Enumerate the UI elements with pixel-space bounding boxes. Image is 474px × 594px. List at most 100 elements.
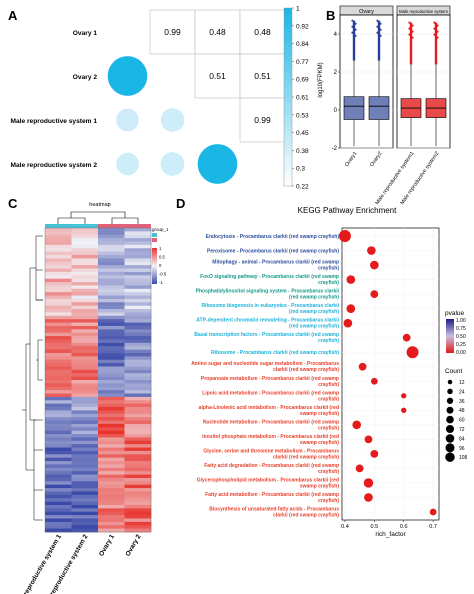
heat-cell <box>124 363 152 367</box>
count-legend-dot <box>445 424 455 434</box>
heat-cell <box>71 278 99 283</box>
heat-cell <box>98 251 125 256</box>
kegg-bubble <box>402 333 411 342</box>
outlier-point <box>411 36 414 39</box>
heat-cell <box>45 508 72 513</box>
heat-cell <box>71 525 99 530</box>
heat-cell <box>98 376 125 381</box>
count-legend-label: 36 <box>459 399 465 405</box>
heat-cell <box>71 261 99 266</box>
heat-cell <box>124 251 152 256</box>
heat-cell <box>124 444 152 448</box>
heat-cell <box>45 346 72 350</box>
heat-cell <box>124 477 152 482</box>
heat-cell <box>45 437 72 442</box>
count-legend-label: 12 <box>459 380 465 386</box>
heat-cell <box>98 464 125 469</box>
outlier-point <box>379 28 382 31</box>
corr-value-label: 0.48 <box>254 27 271 37</box>
kegg-bubble <box>429 508 437 516</box>
heat-cell <box>45 349 72 354</box>
colorbar-tick-label: 0.3 <box>296 166 305 173</box>
outlier-point <box>411 30 414 33</box>
heat-cell <box>71 325 99 330</box>
heat-cell <box>98 518 125 523</box>
heat-cell <box>71 265 99 269</box>
heat-cell <box>124 231 152 236</box>
heat-cell <box>71 288 99 293</box>
heat-cell <box>71 457 99 462</box>
heat-cell <box>124 450 152 455</box>
heat-cell <box>124 386 152 391</box>
heat-cell <box>71 359 99 364</box>
heat-cell <box>71 423 99 428</box>
heat-cell <box>71 342 99 347</box>
heat-cell <box>98 373 125 378</box>
kegg-term-label: alpha-Linolenic acid metabolism - Procam… <box>199 405 339 411</box>
heat-cell <box>98 386 125 391</box>
kegg-term-label: clarkii (red swamp crayfish) <box>273 367 339 373</box>
heat-cell <box>71 369 99 374</box>
heat-cell <box>124 268 152 273</box>
heat-cell <box>71 244 99 249</box>
heat-cell <box>71 305 99 310</box>
heat-cell <box>98 241 125 246</box>
heat-cell <box>124 494 152 499</box>
heat-cell <box>71 413 99 418</box>
corr-value-label: 0.51 <box>209 71 226 81</box>
heat-cell <box>71 390 99 394</box>
corr-circle <box>160 108 185 132</box>
heat-cell <box>124 356 152 361</box>
heat-cell <box>45 450 72 455</box>
heat-cell <box>45 484 72 489</box>
heat-cell <box>98 461 125 465</box>
heat-cell <box>124 501 152 506</box>
kegg-term-label: Glycerophospholipid metabolism - Procamb… <box>197 477 339 483</box>
kegg-x-tick-label: 0.7 <box>429 524 437 530</box>
heat-cell <box>45 457 72 462</box>
outlier-point <box>379 34 382 37</box>
heat-cell <box>98 288 125 293</box>
heat-cell <box>124 464 152 469</box>
row-dendrogram <box>22 235 43 521</box>
heat-cell <box>45 292 72 296</box>
heat-cell <box>98 265 125 269</box>
kegg-term-label: Lipoic acid metabolism - Procambarus cla… <box>202 390 339 396</box>
pvalue-colorbar <box>446 319 454 353</box>
kegg-term-label: Basal transcription factors - Procambaru… <box>194 332 339 338</box>
boxplot-y-axis-label: log10(FPKM) <box>318 62 324 97</box>
heat-cell <box>71 251 99 256</box>
heat-cell <box>124 332 152 337</box>
heat-cell <box>45 275 72 280</box>
heat-cell <box>124 525 152 530</box>
heat-cell <box>71 471 99 475</box>
kegg-term-label: ATP-dependent chromatin remodeling - Pro… <box>196 318 339 324</box>
outlier-point <box>436 30 439 33</box>
heat-cell <box>98 329 125 334</box>
heat-cell <box>45 265 72 269</box>
heat-cell <box>98 336 125 340</box>
heat-cell <box>71 515 99 519</box>
heat-cell <box>71 444 99 448</box>
heat-cell <box>45 380 72 384</box>
group-legend-swatch <box>152 233 157 237</box>
boxplot-y-tick-label: 2 <box>334 70 338 76</box>
heat-cell <box>71 494 99 499</box>
outlier-point <box>408 21 411 24</box>
outlier-point <box>433 21 436 24</box>
heat-cell <box>124 491 152 496</box>
kegg-term-label: crayfish) <box>318 266 339 272</box>
kegg-bubble <box>364 493 373 502</box>
heat-cell <box>45 234 72 239</box>
corr-row-label: Ovary 1 <box>73 30 98 37</box>
kegg-bubble <box>355 464 364 473</box>
heat-cell <box>124 312 152 317</box>
kegg-bubble <box>346 304 356 313</box>
heat-cell <box>98 410 125 415</box>
outlier-point <box>354 22 357 25</box>
heat-cell <box>124 255 152 259</box>
corr-cell <box>194 53 241 99</box>
heat-cell <box>98 528 125 533</box>
outlier-point <box>408 33 411 36</box>
heat-cell <box>98 494 125 499</box>
